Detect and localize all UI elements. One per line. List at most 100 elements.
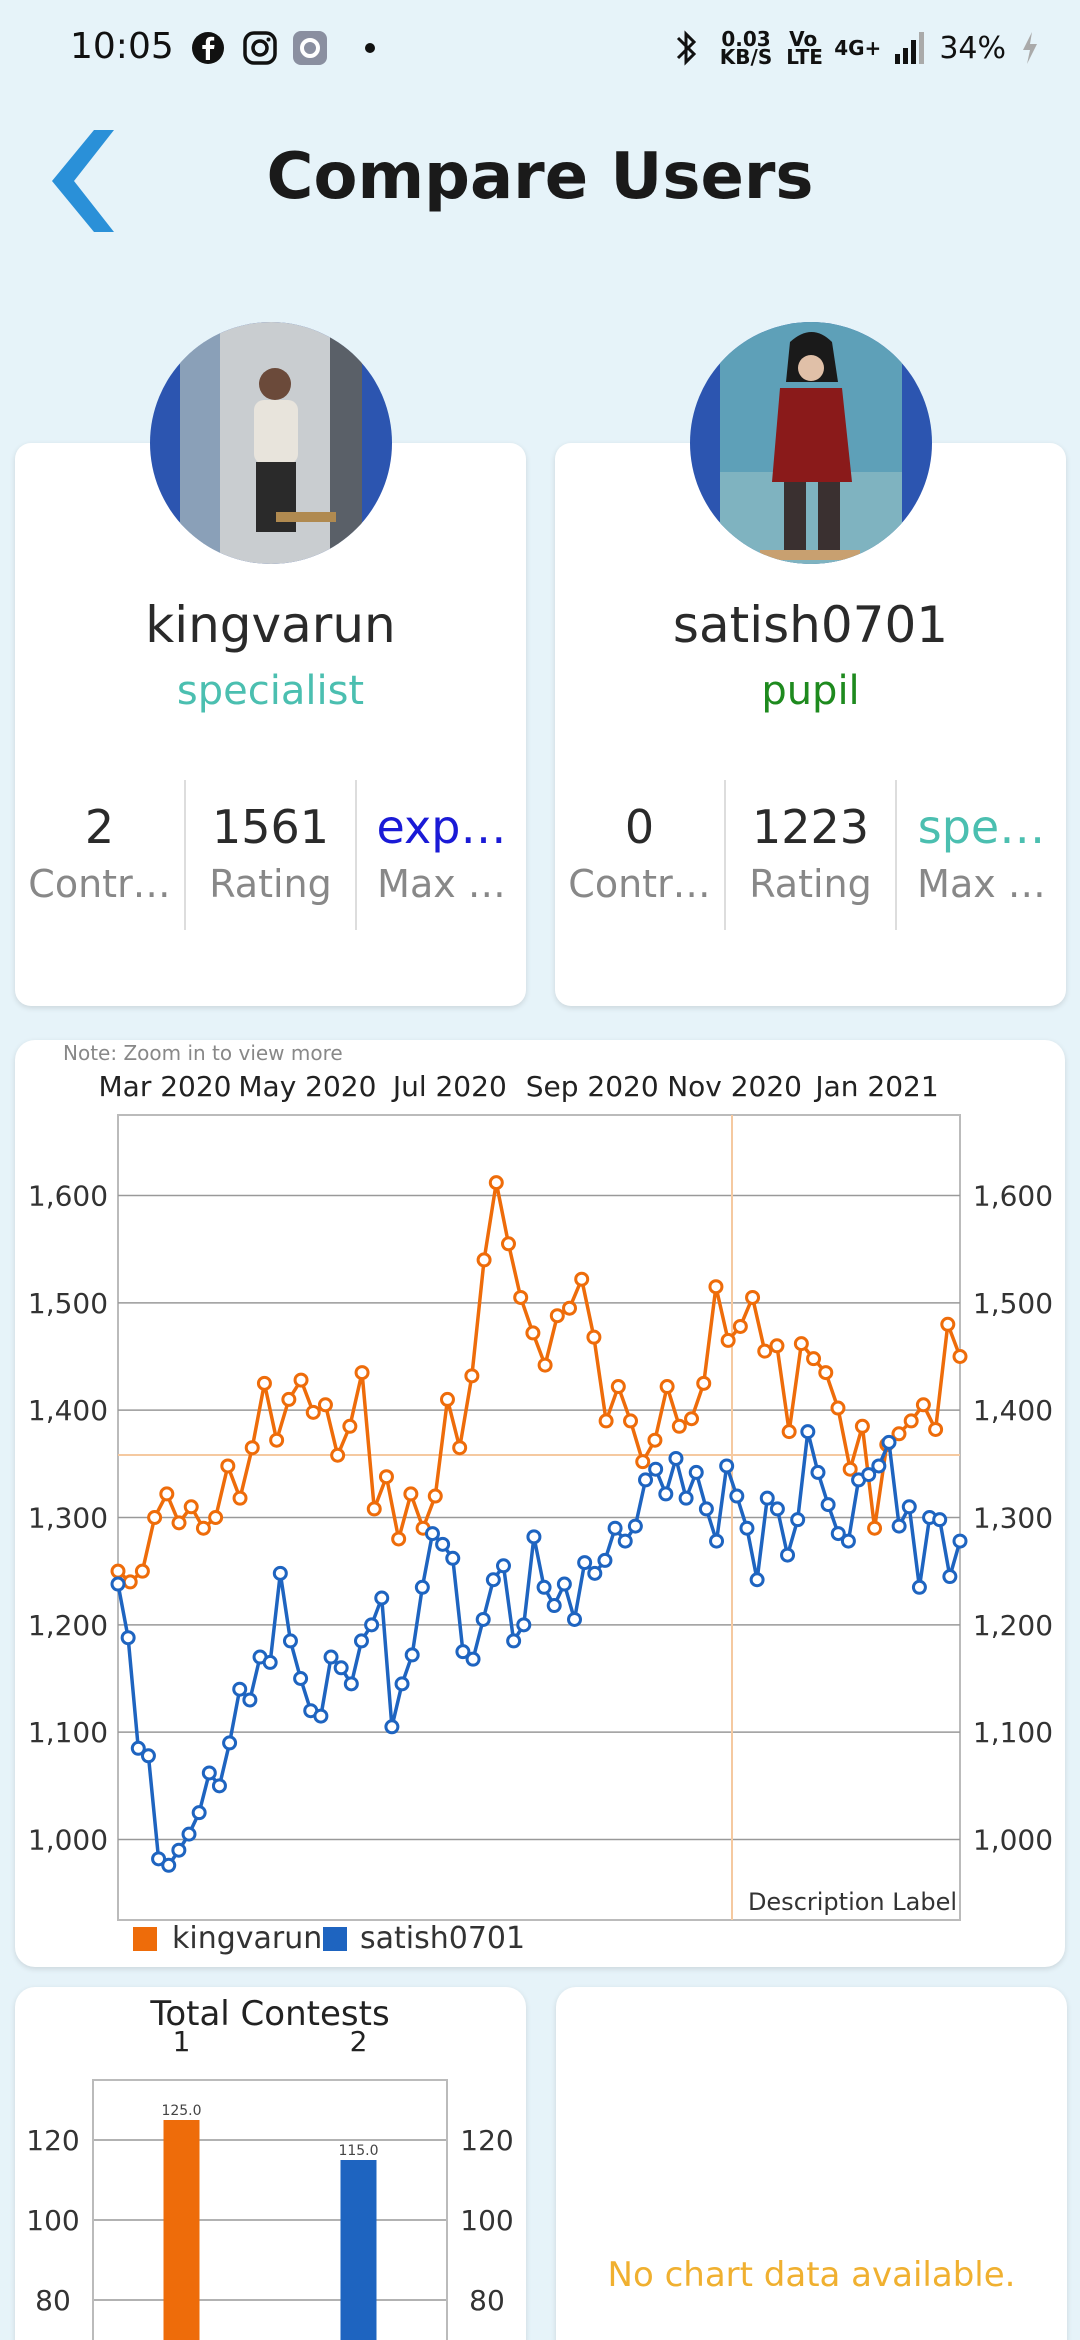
data-point[interactable] [317, 1397, 333, 1413]
data-point[interactable] [911, 1579, 927, 1595]
data-point[interactable] [394, 1676, 410, 1692]
data-point[interactable] [830, 1526, 846, 1542]
data-point[interactable] [159, 1486, 175, 1502]
data-point[interactable] [861, 1467, 877, 1483]
data-point[interactable] [940, 1316, 956, 1332]
data-point[interactable] [871, 1458, 887, 1474]
data-point[interactable] [720, 1332, 736, 1348]
data-point[interactable] [475, 1611, 491, 1627]
data-point[interactable] [781, 1424, 797, 1440]
data-point[interactable] [688, 1464, 704, 1480]
data-point[interactable] [574, 1271, 590, 1287]
data-point[interactable] [513, 1289, 529, 1305]
data-point[interactable] [842, 1461, 858, 1477]
data-point[interactable] [526, 1529, 542, 1545]
data-point[interactable] [464, 1368, 480, 1384]
data-point[interactable] [353, 1633, 369, 1649]
data-point[interactable] [506, 1633, 522, 1649]
data-point[interactable] [488, 1175, 504, 1191]
data-point[interactable] [269, 1432, 285, 1448]
data-point[interactable] [732, 1318, 748, 1334]
data-point[interactable] [586, 1329, 602, 1345]
data-point[interactable] [122, 1574, 138, 1590]
data-point[interactable] [403, 1486, 419, 1502]
data-point[interactable] [668, 1450, 684, 1466]
data-point[interactable] [658, 1486, 674, 1502]
data-point[interactable] [476, 1252, 492, 1268]
data-point[interactable] [806, 1351, 822, 1367]
data-point[interactable] [343, 1676, 359, 1692]
data-point[interactable] [549, 1308, 565, 1324]
data-point[interactable] [678, 1490, 694, 1506]
data-point[interactable] [587, 1565, 603, 1581]
data-point[interactable] [414, 1579, 430, 1595]
data-point[interactable] [120, 1630, 136, 1646]
data-point[interactable] [495, 1558, 511, 1574]
data-point[interactable] [272, 1565, 288, 1581]
avatar-user-1[interactable] [150, 322, 392, 564]
rating-chart[interactable]: Note: Zoom in to view more Mar 2020 May 2… [15, 1040, 1065, 1967]
data-point[interactable] [635, 1454, 651, 1470]
data-point[interactable] [800, 1424, 816, 1440]
data-point[interactable] [598, 1413, 614, 1429]
data-point[interactable] [638, 1472, 654, 1488]
data-point[interactable] [684, 1411, 700, 1427]
data-point[interactable] [562, 1300, 578, 1316]
data-point[interactable] [452, 1440, 468, 1456]
data-point[interactable] [366, 1501, 382, 1517]
data-point[interactable] [617, 1533, 633, 1549]
data-point[interactable] [313, 1708, 329, 1724]
data-point[interactable] [537, 1357, 553, 1373]
data-point[interactable] [719, 1458, 735, 1474]
data-point[interactable] [195, 1520, 211, 1536]
data-point[interactable] [901, 1499, 917, 1515]
back-arrow-icon[interactable] [44, 126, 124, 236]
data-point[interactable] [810, 1464, 826, 1480]
data-point[interactable] [281, 1391, 297, 1407]
data-point[interactable] [242, 1692, 258, 1708]
data-point[interactable] [244, 1440, 260, 1456]
data-point[interactable] [323, 1649, 339, 1665]
data-point[interactable] [749, 1572, 765, 1588]
data-point[interactable] [333, 1660, 349, 1676]
data-point[interactable] [928, 1421, 944, 1437]
data-point[interactable] [818, 1365, 834, 1381]
data-point[interactable] [536, 1579, 552, 1595]
data-point[interactable] [597, 1552, 613, 1568]
data-point[interactable] [659, 1379, 675, 1395]
data-point[interactable] [648, 1461, 664, 1477]
data-point[interactable] [903, 1413, 919, 1429]
data-point[interactable] [647, 1432, 663, 1448]
data-point[interactable] [305, 1404, 321, 1420]
data-point[interactable] [147, 1510, 163, 1525]
data-point[interactable] [427, 1488, 443, 1504]
data-point[interactable] [932, 1512, 948, 1528]
bar[interactable] [163, 2120, 200, 2340]
avatar-user-2[interactable] [690, 322, 932, 564]
data-point[interactable] [282, 1633, 298, 1649]
data-point[interactable] [364, 1617, 380, 1633]
data-point[interactable] [867, 1520, 883, 1536]
data-point[interactable] [820, 1497, 836, 1513]
data-point[interactable] [465, 1651, 481, 1667]
bar[interactable] [340, 2160, 377, 2340]
data-point[interactable] [330, 1447, 346, 1463]
data-point[interactable] [790, 1512, 806, 1528]
data-point[interactable] [891, 1426, 907, 1442]
data-point[interactable] [110, 1576, 126, 1592]
data-point[interactable] [171, 1842, 187, 1858]
data-point[interactable] [130, 1740, 146, 1756]
data-point[interactable] [739, 1520, 755, 1536]
data-point[interactable] [256, 1375, 272, 1391]
data-point[interactable] [439, 1391, 455, 1407]
data-point[interactable] [183, 1499, 199, 1515]
data-point[interactable] [696, 1375, 712, 1391]
data-point[interactable] [671, 1418, 687, 1434]
data-point[interactable] [374, 1590, 390, 1606]
data-point[interactable] [769, 1501, 785, 1517]
data-point[interactable] [354, 1365, 370, 1381]
data-point[interactable] [208, 1510, 224, 1525]
data-point[interactable] [769, 1338, 785, 1354]
data-point[interactable] [384, 1719, 400, 1735]
data-point[interactable] [342, 1418, 358, 1434]
